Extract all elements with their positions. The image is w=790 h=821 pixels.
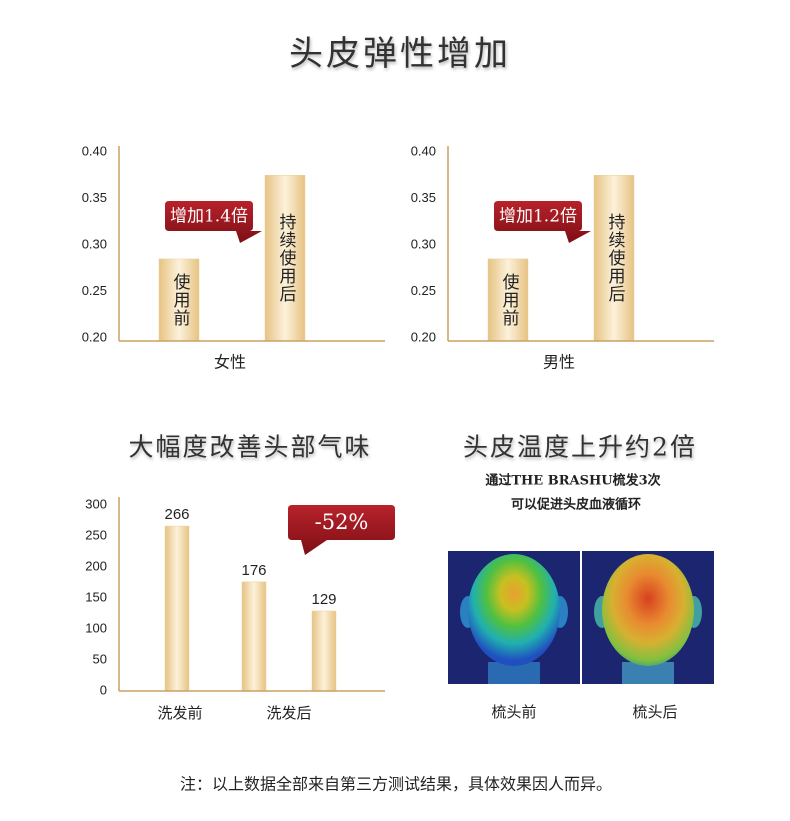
chart-title: 大幅度改善头部气味	[128, 433, 371, 462]
y-tick-label: 0.35	[411, 190, 436, 205]
bar	[241, 581, 267, 692]
callout-text: 增加1.4倍	[170, 207, 248, 227]
bar	[593, 175, 635, 342]
y-tick-label: 0.25	[82, 283, 107, 298]
bar-label: 持续使用后	[276, 213, 297, 303]
x-axis-label: 男性	[543, 353, 575, 372]
bar	[487, 258, 529, 342]
subtitle: 可以促进头皮血液循环	[511, 497, 641, 513]
y-tick-label: 0.20	[82, 329, 107, 344]
value-label: 176	[241, 562, 266, 579]
image-caption: 梳头后	[632, 703, 677, 721]
value-label: 129	[311, 591, 336, 608]
section-title: 头皮温度上升约2倍	[463, 433, 697, 462]
y-tick-label: 0.35	[82, 190, 107, 205]
y-tick-label: 0	[100, 682, 107, 697]
x-tick-label: 洗发前	[157, 704, 202, 722]
y-tick-label: 150	[85, 589, 107, 604]
callout-shape	[494, 201, 591, 243]
y-tick-label: 50	[93, 651, 107, 666]
x-tick-label: 洗发后	[266, 704, 311, 722]
y-tick-label: 0.20	[411, 329, 436, 344]
callout-text: 增加1.2倍	[499, 207, 577, 227]
bar-label: 使用前	[170, 272, 191, 327]
y-tick-label: 0.40	[411, 143, 436, 158]
y-tick-label: 250	[85, 527, 107, 542]
callout-shape	[288, 505, 395, 555]
thermal-before	[448, 551, 580, 684]
bar-label: 使用前	[499, 272, 520, 327]
y-tick-label: 0.30	[411, 236, 436, 251]
subtitle: 通过THE BRASHU梳发3次	[485, 473, 660, 489]
value-label: 266	[164, 506, 189, 523]
footnote: 注：以上数据全部来自第三方测试结果，具体效果因人而异。	[180, 775, 612, 794]
x-axis-label: 女性	[214, 353, 246, 372]
y-tick-label: 100	[85, 620, 107, 635]
bar	[311, 610, 337, 692]
y-tick-label: 300	[85, 496, 107, 511]
y-tick-label: 200	[85, 558, 107, 573]
y-tick-label: 0.25	[411, 283, 436, 298]
page-title: 头皮弹性增加	[289, 34, 511, 74]
y-tick-label: 0.30	[82, 236, 107, 251]
callout-text: -52%	[315, 510, 369, 534]
y-tick-label: 0.40	[82, 143, 107, 158]
thermal-after	[582, 551, 714, 684]
bar-label: 持续使用后	[605, 213, 626, 303]
image-caption: 梳头前	[491, 703, 536, 721]
bar	[158, 258, 200, 342]
bar	[164, 525, 190, 692]
bar	[264, 175, 306, 342]
callout-shape	[165, 201, 262, 243]
